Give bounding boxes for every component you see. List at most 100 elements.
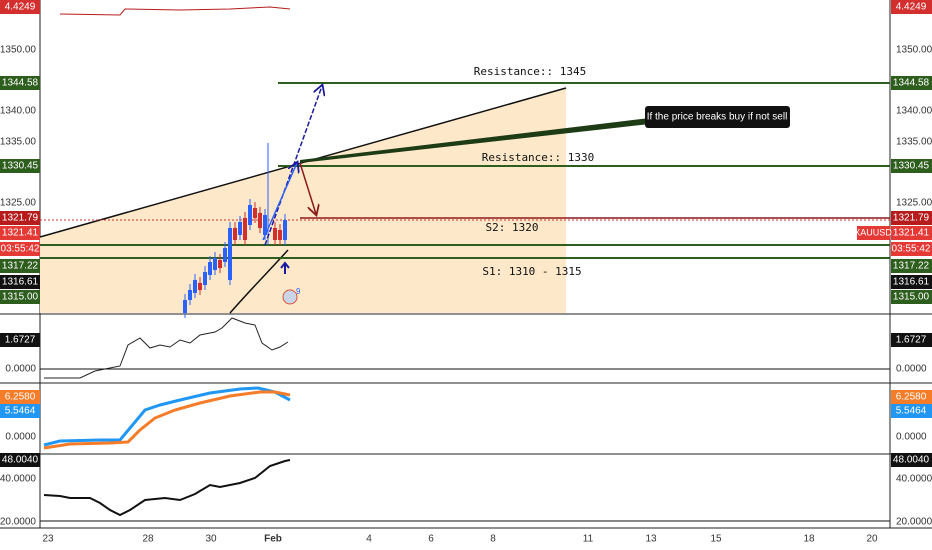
arrows (262, 86, 322, 274)
candle-body (223, 248, 227, 262)
price-tag: 5.5464 (896, 406, 927, 417)
price-tag: 1321.79 (893, 213, 930, 224)
support-label: S1: 1310 - 1315 (482, 265, 581, 278)
time-axis: 23 28 30 Feb 4 6 8 11 13 15 18 20 (42, 534, 878, 545)
candle-body (188, 290, 192, 300)
price-tag: 1315.00 (893, 292, 930, 303)
candle-body (218, 260, 222, 268)
indicator-line (59, 6, 291, 16)
support-curve (229, 249, 289, 314)
price-tag-bg (0, 76, 40, 90)
time-tick: 6 (428, 534, 434, 545)
candle-body (283, 220, 287, 240)
callout-box (645, 106, 790, 128)
price-tag: 48.0040 (893, 455, 930, 466)
indicator-slow (43, 390, 291, 450)
indicator-tick-left: 20.0000 (0, 517, 36, 528)
price-tag-bg (0, 211, 40, 225)
resistance-label: Resistance:: 1345 (474, 65, 587, 78)
callout-pointer (300, 118, 650, 163)
candle-body (258, 213, 262, 228)
candle-body (238, 222, 242, 235)
candle-body (213, 258, 217, 270)
price-tick-left: 1325.00 (0, 198, 36, 209)
price-tag: 1321.41 (2, 228, 39, 239)
price-tag: 1316.61 (2, 277, 39, 288)
candle-body (198, 283, 202, 290)
candle-body (243, 218, 247, 240)
support-label: S2: 1320 (486, 221, 539, 234)
candle-body (193, 280, 197, 293)
price-tag: 6.2580 (896, 392, 927, 403)
candles (183, 199, 287, 318)
price-tag-bg (0, 275, 40, 289)
price-tick-right: 1340.00 (896, 106, 932, 117)
price-tag: 4.4249 (896, 2, 927, 13)
candle-body (248, 205, 252, 225)
time-tick: 11 (583, 534, 594, 545)
time-tick: 13 (645, 534, 657, 545)
time-tick: 8 (490, 534, 496, 545)
price-tag-bg (0, 390, 40, 404)
price-tag-bg (891, 226, 932, 240)
price-tags: 1350.00 1350.00 1340.00 1340.00 1335.00 1335.… (0, 0, 932, 528)
badge-count: 9 (296, 287, 301, 296)
price-tag: 1330.45 (893, 161, 930, 172)
price-tag-bg (0, 159, 40, 173)
time-tick: Feb (264, 534, 282, 545)
price-tag-bg (0, 333, 40, 347)
price-tag-bg (891, 159, 932, 173)
time-tick: 30 (205, 534, 217, 545)
candle-body (233, 228, 237, 240)
indicator-tick-right: 20.0000 (896, 517, 932, 528)
price-tag: 03:55:42 (892, 244, 931, 255)
time-tick: 4 (366, 534, 372, 545)
indicator-tick-right: 0.0000 (896, 432, 927, 443)
price-tag-bg (0, 453, 40, 467)
indicator-tick-right: 0.0000 (896, 364, 927, 375)
price-tag-bg (891, 333, 932, 347)
price-tick-left: 1350.00 (0, 45, 36, 56)
price-tag: 1.6727 (5, 335, 36, 346)
price-tag-bg (891, 76, 932, 90)
indicator-fast (43, 386, 291, 447)
badge (282, 289, 298, 305)
time-tick: 23 (42, 534, 54, 545)
price-tag-bg (891, 211, 932, 225)
price-tag: 1317.22 (893, 261, 930, 272)
indicator-tick-left: 0.0000 (5, 364, 36, 375)
price-tag-bg (0, 290, 40, 304)
price-tag: 6.2580 (5, 392, 36, 403)
time-tick: 28 (142, 534, 154, 545)
price-tag-bg (891, 0, 932, 14)
indicator-tick-left: 0.0000 (5, 432, 36, 443)
price-tag-bg (891, 242, 932, 256)
price-tick-right: 1335.00 (896, 137, 932, 148)
price-tag: 1321.79 (2, 213, 39, 224)
price-tag-bg (891, 290, 932, 304)
price-tag-bg (0, 226, 40, 240)
price-tag: 1344.58 (893, 78, 930, 89)
candle-body (203, 272, 207, 285)
time-tick: 15 (710, 534, 722, 545)
symbol-tag-bg (857, 226, 890, 240)
price-tag: 1321.41 (893, 228, 930, 239)
price-tag-bg (891, 259, 932, 273)
time-tick: 20 (866, 534, 878, 545)
symbol-tag: XAUUSD (854, 227, 892, 237)
candle-body (253, 208, 257, 218)
indicator-tick-left: 40.0000 (0, 474, 36, 485)
price-tag: 1.6727 (896, 335, 927, 346)
price-tag-bg (0, 0, 40, 14)
price-tick-right: 1325.00 (896, 198, 932, 209)
callout-text: If the price breaks buy if not sell (647, 112, 788, 123)
candle-body (263, 215, 267, 235)
price-tag: 03:55:42 (1, 244, 40, 255)
candle-body (183, 300, 187, 313)
price-tag: 5.5464 (5, 406, 36, 417)
price-tag-bg (891, 453, 932, 467)
price-tick-right: 1350.00 (896, 45, 932, 56)
candle-body (228, 228, 232, 280)
resistance-label: Resistance:: 1330 (482, 151, 595, 164)
candle-body (208, 262, 212, 275)
